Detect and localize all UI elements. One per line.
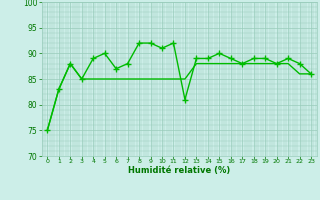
X-axis label: Humidité relative (%): Humidité relative (%)	[128, 166, 230, 175]
